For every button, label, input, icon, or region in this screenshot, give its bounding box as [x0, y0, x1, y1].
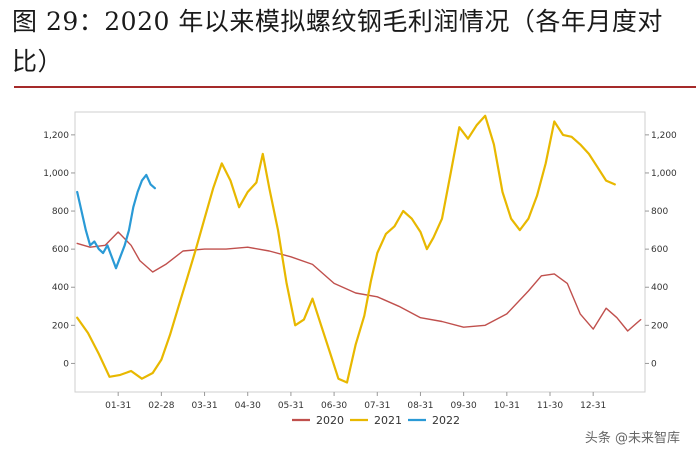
x-tick-label: 11-30	[537, 401, 563, 411]
chart-legend: 2020 2021 2022	[292, 414, 460, 427]
legend-label-2020: 2020	[316, 414, 344, 427]
y-tick-label-left: 400	[52, 283, 69, 293]
y-tick-label-left: 1,000	[43, 169, 69, 179]
x-tick-label: 03-31	[191, 401, 217, 411]
x-tick-label: 05-31	[278, 401, 304, 411]
x-tick-label: 07-31	[364, 401, 390, 411]
x-tick-label: 04-30	[235, 401, 261, 411]
y-tick-label-right: 1,000	[651, 169, 677, 179]
page-title: 图 29：2020 年以来模拟螺纹钢毛利润情况（各年月度对比）	[12, 7, 663, 76]
y-tick-label-left: 800	[52, 207, 69, 217]
y-tick-label-left: 200	[52, 321, 69, 331]
y-tick-label-left: 1,200	[43, 131, 69, 141]
chart-series	[76, 114, 642, 384]
legend-label-2021: 2021	[374, 414, 402, 427]
x-tick-label: 02-28	[148, 401, 174, 411]
series-line-2020	[76, 231, 642, 332]
y-tick-label-left: 0	[63, 359, 69, 369]
series-line-2022	[76, 173, 156, 270]
x-tick-label: 08-31	[407, 401, 433, 411]
x-tick-label: 06-30	[321, 401, 347, 411]
watermark-text: 头条 @未来智库	[584, 427, 680, 446]
series-line-2021	[76, 114, 616, 384]
y-tick-label-right: 800	[651, 207, 668, 217]
title-divider	[14, 86, 696, 88]
legend-label-2022: 2022	[432, 414, 460, 427]
x-tick-label: 01-31	[105, 401, 131, 411]
y-tick-label-left: 600	[52, 245, 69, 255]
y-tick-label-right: 600	[651, 245, 668, 255]
x-tick-label: 12-31	[580, 401, 606, 411]
x-tick-label: 09-30	[451, 401, 477, 411]
chart-axes: 1,200 1,200 1,000 1,000 800 800 600 600 400 400 20…	[43, 111, 677, 411]
y-tick-label-right: 1,200	[651, 131, 677, 141]
y-tick-label-right: 200	[651, 321, 668, 331]
x-tick-label: 10-31	[494, 401, 520, 411]
y-tick-label-right: 400	[651, 283, 668, 293]
y-tick-label-right: 0	[651, 359, 657, 369]
plot-frame	[74, 111, 646, 393]
